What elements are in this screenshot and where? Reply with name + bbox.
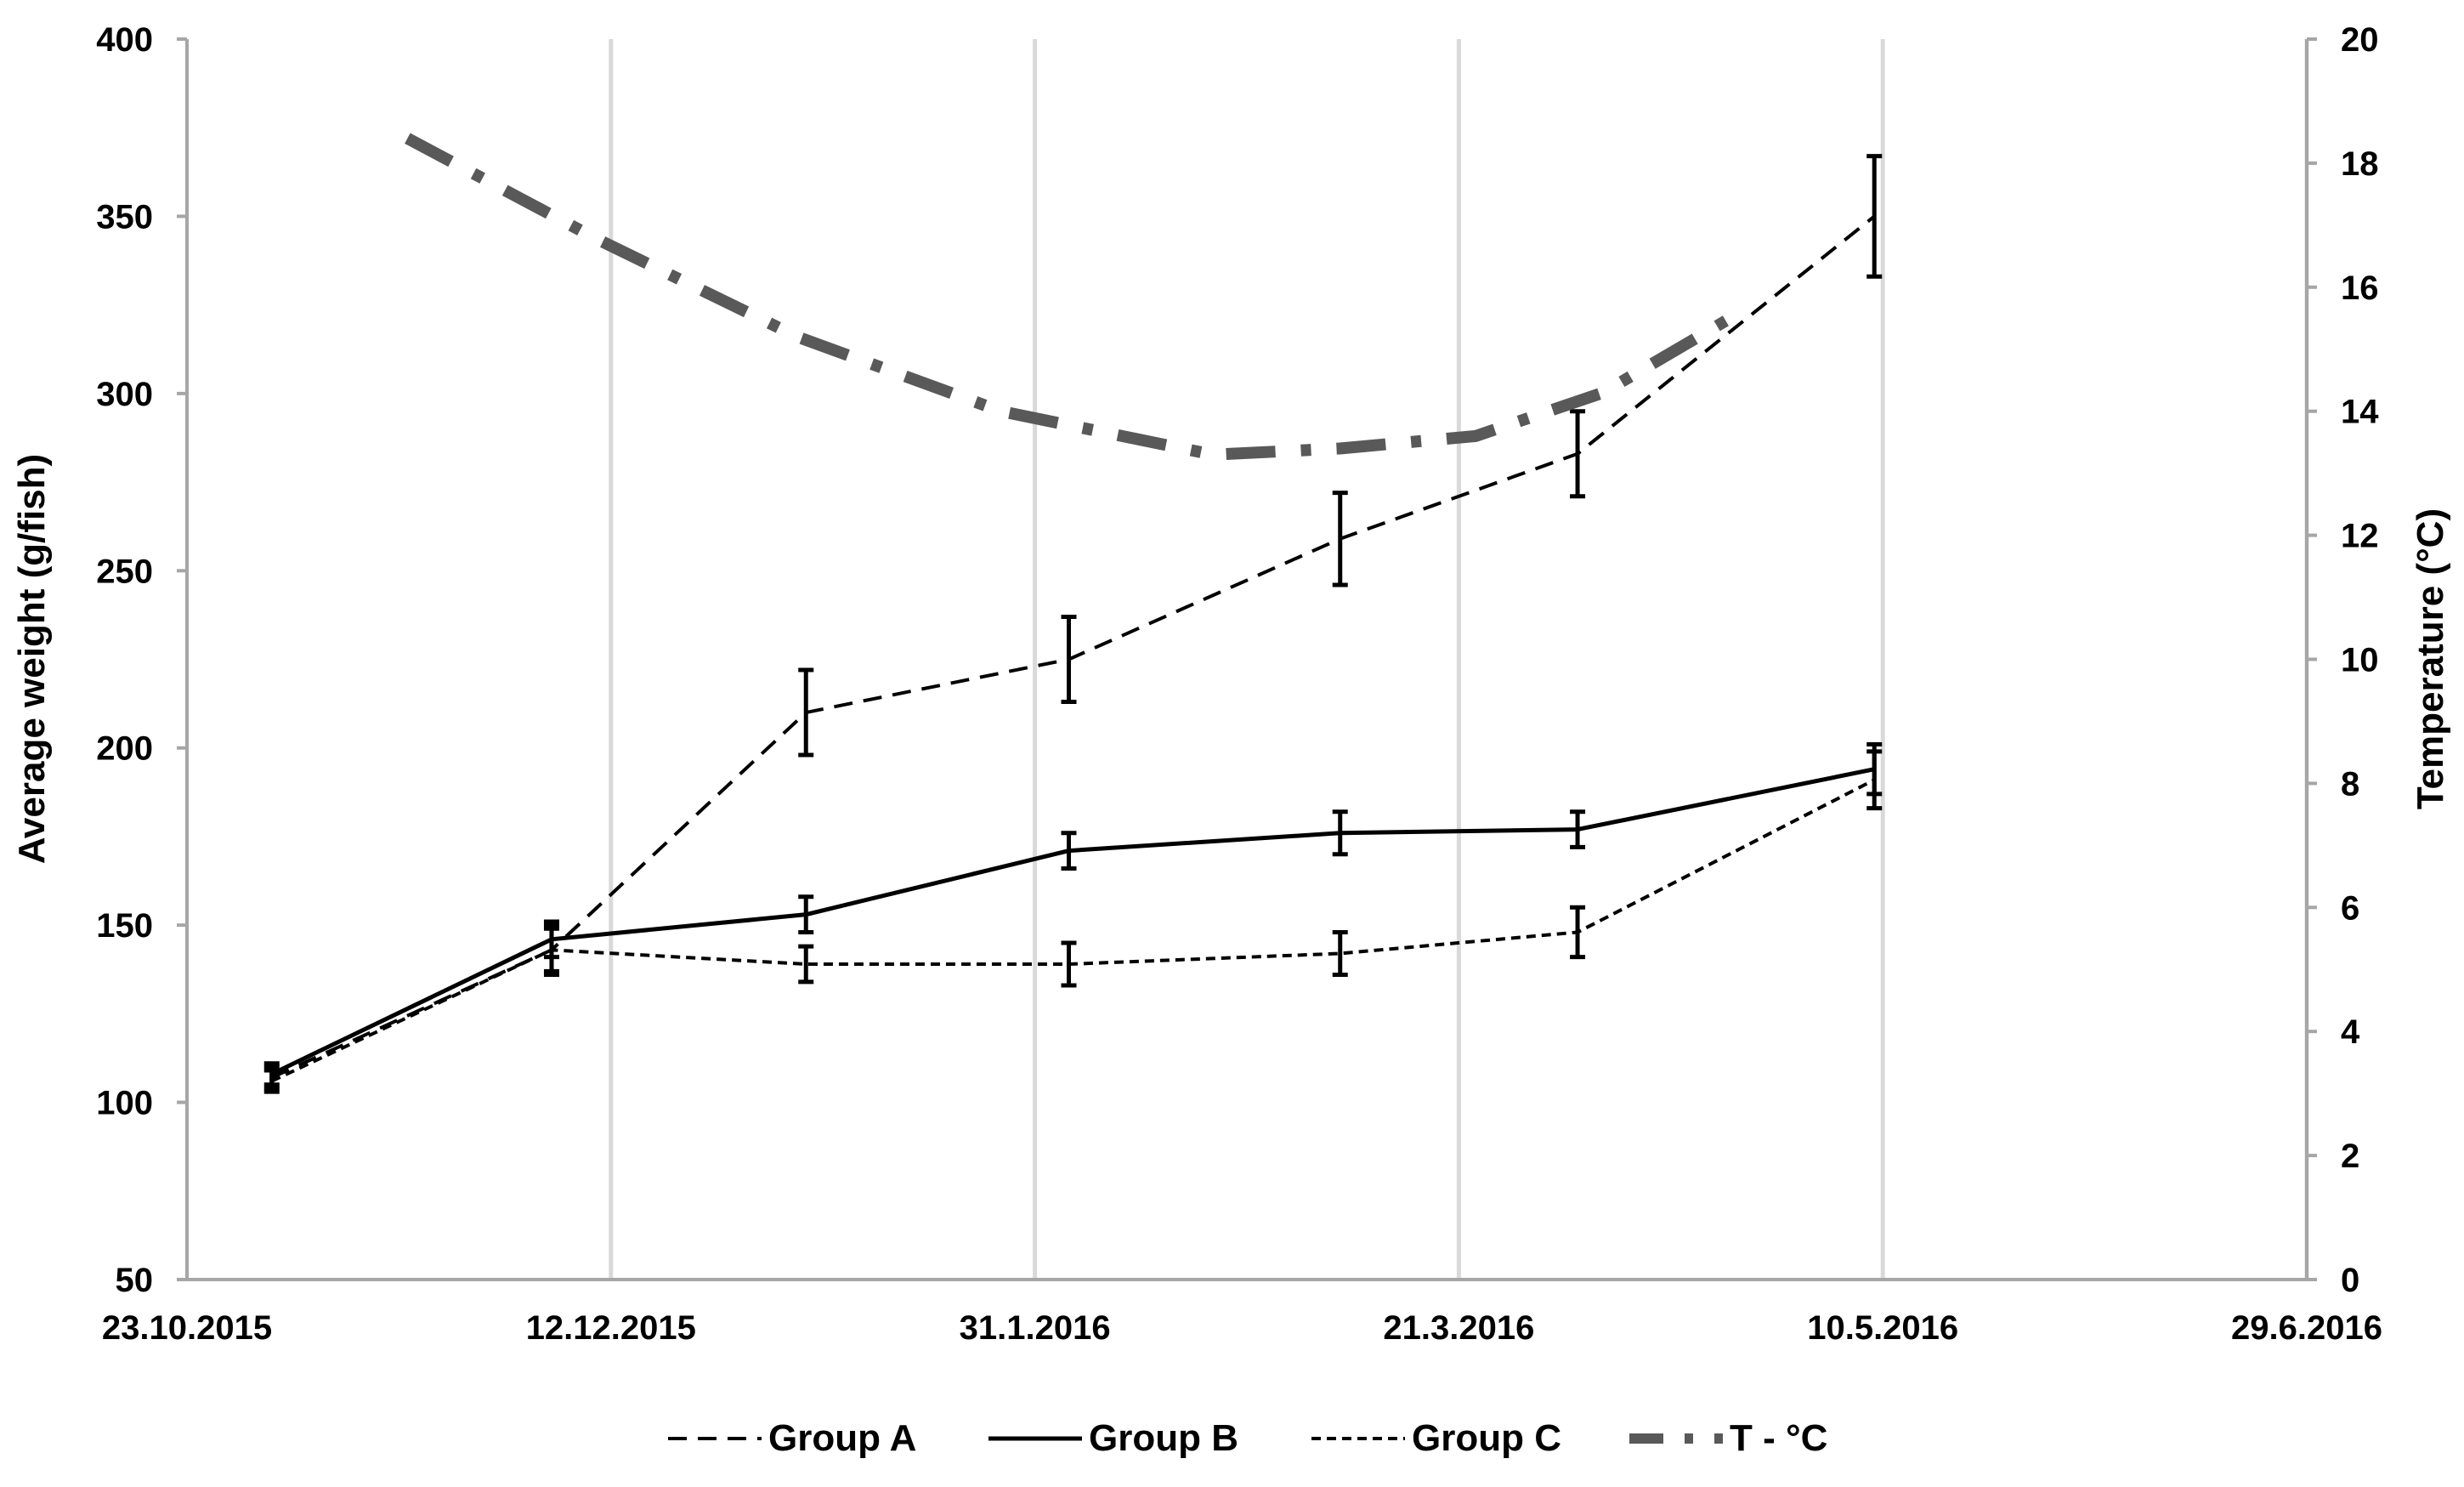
legend-item: Group B [988, 1417, 1238, 1459]
x-tick-label: 31.1.2016 [960, 1309, 1111, 1347]
tick-labels: 23.10.2015 12.12.2015 31.1.2016 21.3.2016 10… [96, 21, 2382, 1347]
y2-tick-label: 8 [2341, 765, 2359, 803]
error-bar [1332, 929, 1348, 978]
series-3 [263, 749, 1883, 1094]
error-bar [263, 1068, 280, 1094]
legend-label: Group C [1412, 1417, 1561, 1459]
error-bar [1061, 831, 1077, 871]
series-4 [405, 133, 1734, 461]
error-bar [1570, 809, 1586, 849]
y-tick-label: 50 [116, 1262, 154, 1299]
error-bar [1570, 905, 1586, 960]
y-axis-title: Average weight (g/fish) [11, 454, 53, 864]
error-bar [1866, 154, 1883, 279]
x-tick-label: 23.10.2015 [102, 1309, 272, 1347]
legend-item: Group C [1311, 1417, 1561, 1459]
x-tick-label: 21.3.2016 [1383, 1309, 1534, 1347]
y-tick-label: 350 [96, 198, 153, 236]
error-bar [1332, 491, 1348, 587]
y2-tick-label: 18 [2341, 145, 2379, 183]
y2-tick-label: 2 [2341, 1138, 2359, 1175]
error-bar [1866, 749, 1883, 811]
y2-tick-label: 12 [2341, 518, 2379, 555]
x-tick-label: 10.5.2016 [1807, 1309, 1958, 1347]
plot-series [263, 133, 1883, 1094]
legend-item: T - °C [1629, 1417, 1827, 1459]
legend: Group A Group B Group C T - °C [668, 1417, 1827, 1459]
legend-label: Group B [1089, 1417, 1238, 1459]
error-bar [798, 944, 814, 985]
legend-label: Group A [768, 1417, 916, 1459]
error-bar [798, 894, 814, 934]
y-tick-label: 250 [96, 553, 153, 590]
x-tick-label: 29.6.2016 [2231, 1309, 2382, 1347]
y-tick-label: 400 [96, 21, 153, 59]
y-tick-label: 150 [96, 907, 153, 945]
y2-tick-label: 14 [2341, 394, 2379, 431]
y2-tick-label: 16 [2341, 270, 2379, 307]
y2-tick-label: 20 [2341, 21, 2379, 59]
y-tick-label: 200 [96, 730, 153, 768]
y2-axis-title: Temperature (°C) [2410, 508, 2451, 809]
error-bar [798, 667, 814, 758]
error-bar [1570, 409, 1586, 499]
y2-tick-label: 4 [2341, 1013, 2360, 1051]
legend-label: T - °C [1730, 1417, 1827, 1459]
y2-tick-label: 6 [2341, 889, 2359, 927]
error-bar [1061, 614, 1077, 705]
y2-tick-label: 10 [2341, 642, 2379, 679]
legend-item: Group A [668, 1417, 916, 1459]
y-tick-label: 300 [96, 376, 153, 413]
series-line [405, 133, 1734, 461]
error-bar [1061, 940, 1077, 988]
axes [177, 37, 2317, 1281]
y-tick-label: 100 [96, 1085, 153, 1122]
y2-tick-label: 0 [2341, 1262, 2359, 1299]
x-tick-label: 12.12.2015 [526, 1309, 696, 1347]
error-bar [543, 926, 559, 973]
error-bar [1332, 809, 1348, 857]
